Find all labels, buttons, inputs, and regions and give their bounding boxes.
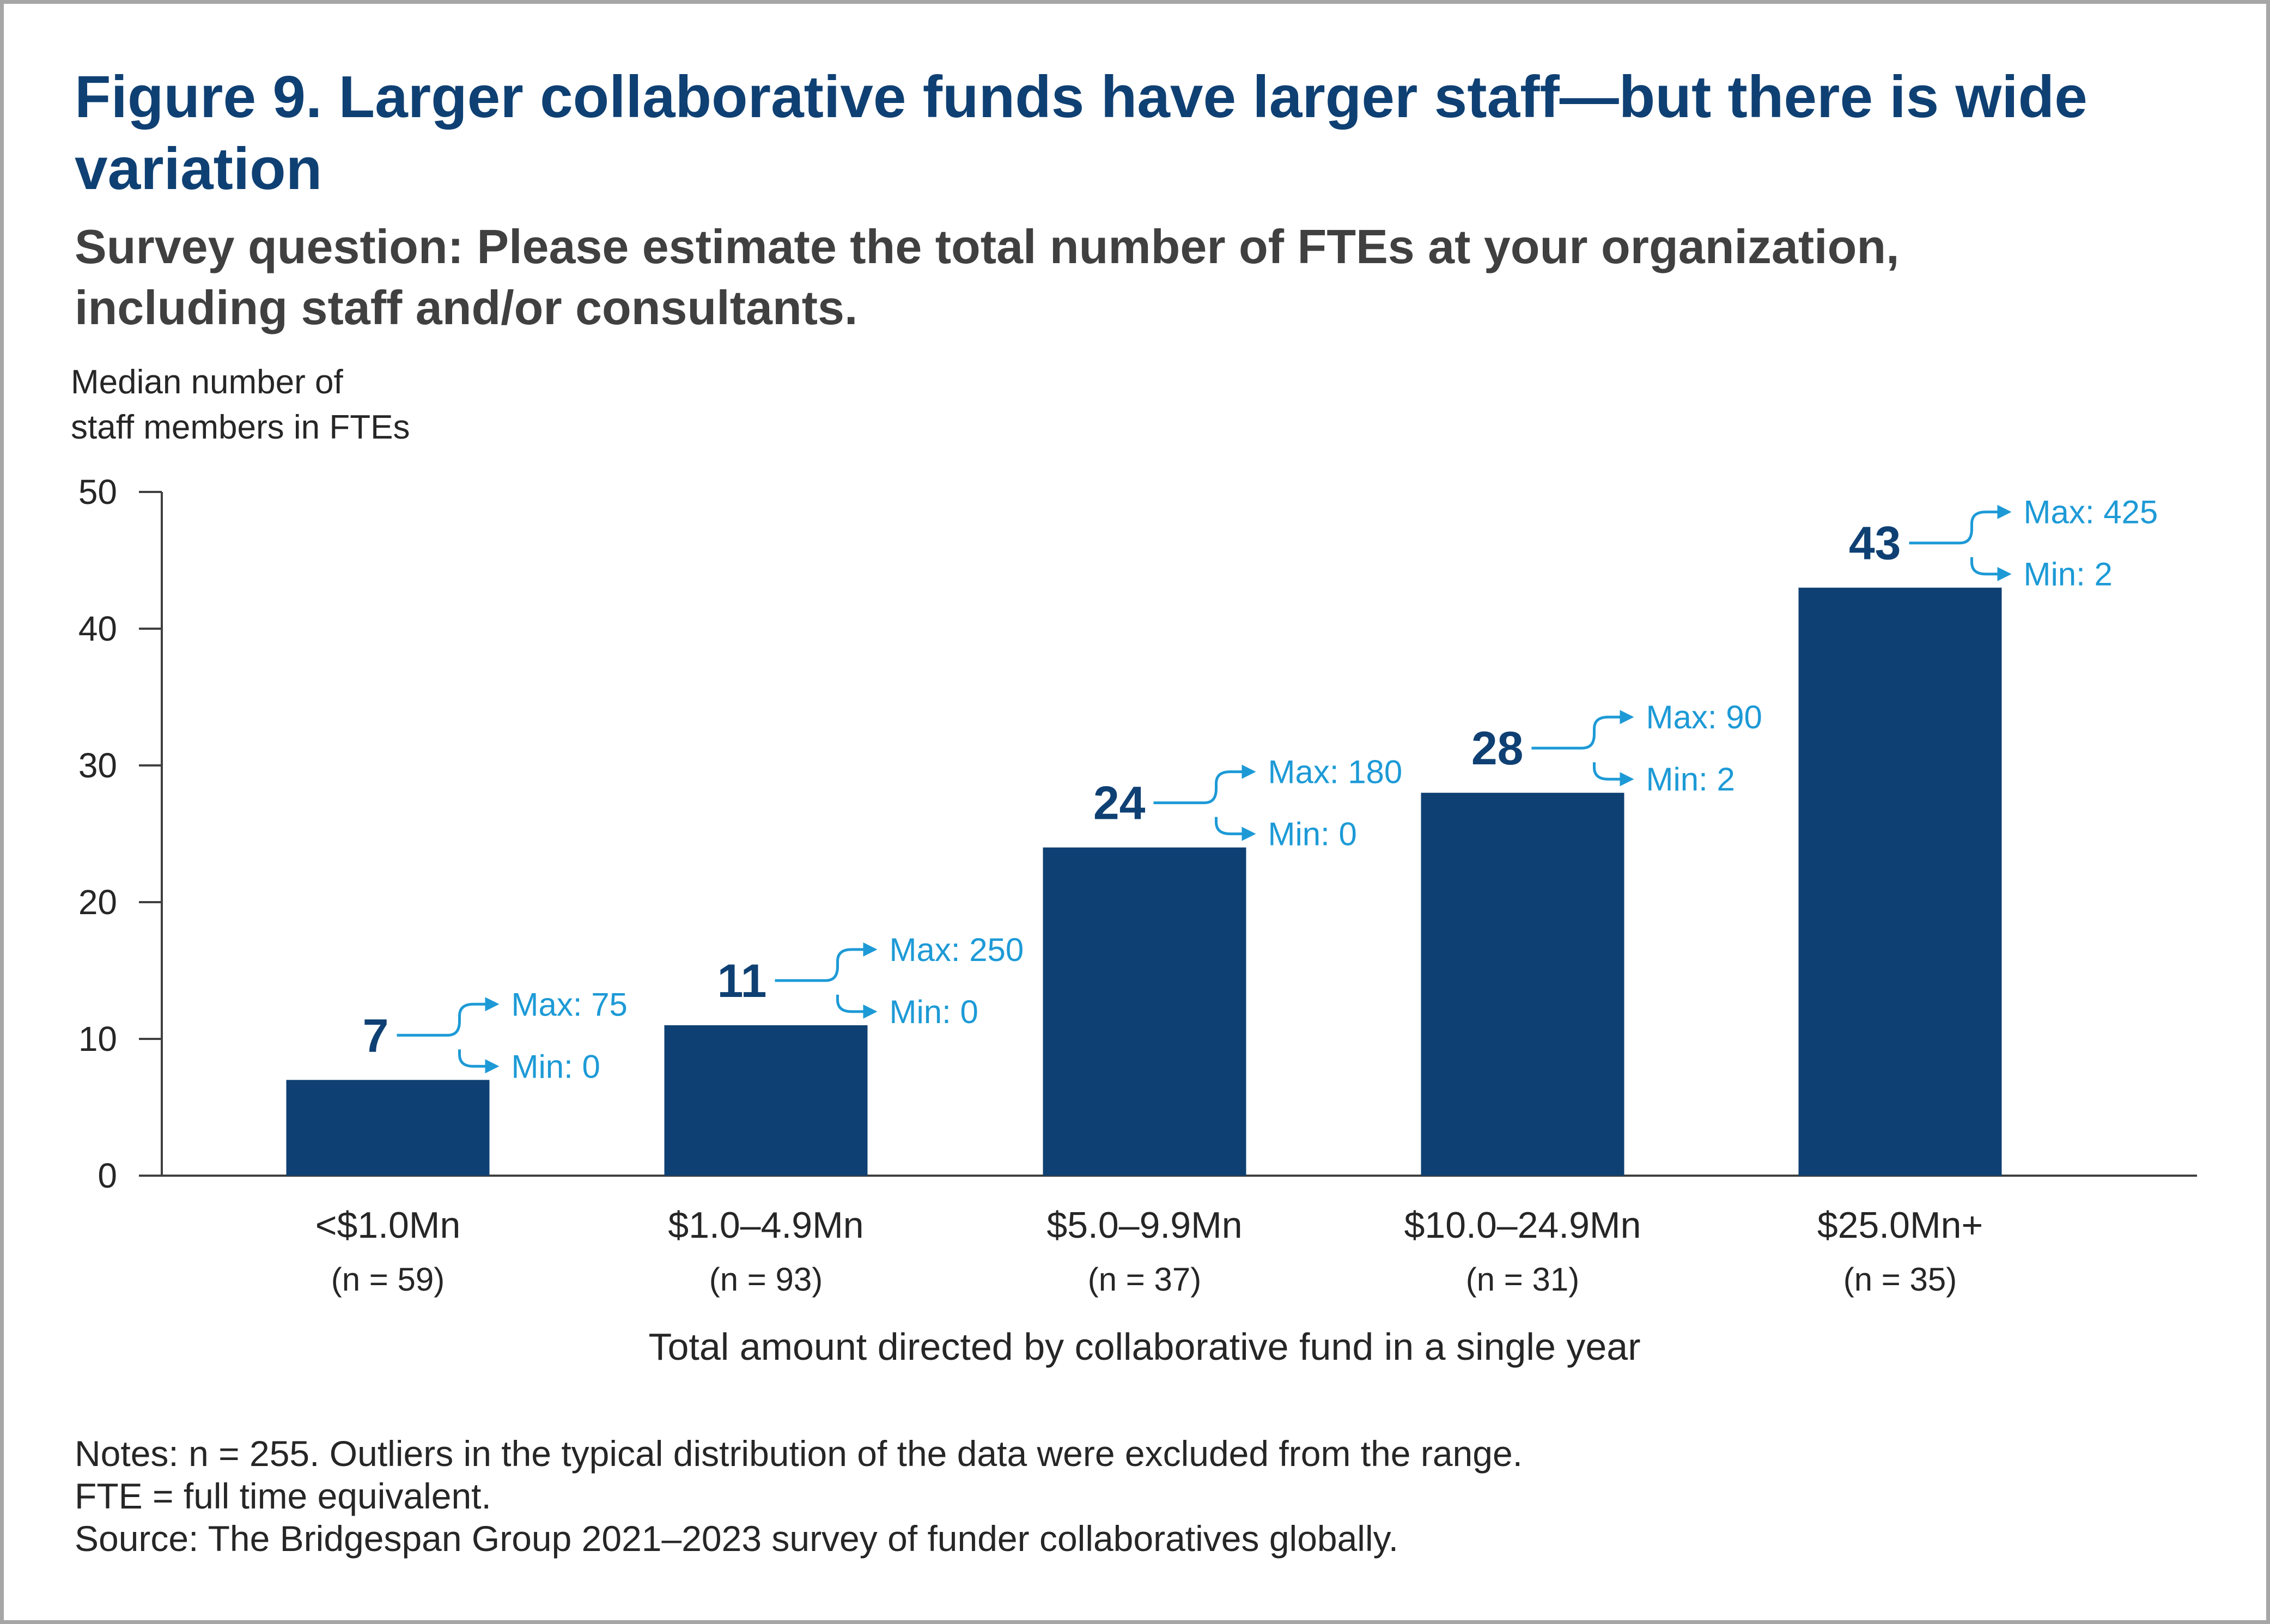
value-label: 11 [717, 955, 767, 1007]
bar [1421, 793, 1624, 1176]
max-arrow-icon [1241, 764, 1256, 779]
max-arrow-icon [1620, 710, 1634, 725]
max-label: Max: 75 [512, 986, 628, 1023]
value-label: 28 [1471, 722, 1524, 775]
range-bracket [1531, 715, 1623, 781]
range-bracket [775, 948, 867, 1013]
bar [1798, 587, 2002, 1176]
min-arrow-icon [1241, 826, 1256, 841]
max-arrow-icon [1997, 504, 2012, 519]
x-tick-sample-size: (n = 35) [1843, 1261, 1957, 1298]
y-tick-label: 40 [78, 609, 117, 648]
figure-title: Figure 9. Larger collaborative funds hav… [75, 64, 2088, 202]
x-tick-label: $25.0Mn+ [1817, 1205, 1983, 1246]
notes-line: Notes: n = 255. Outliers in the typical … [75, 1433, 1523, 1474]
x-tick-label: <$1.0Mn [315, 1205, 461, 1246]
max-label: Max: 180 [1268, 754, 1403, 790]
x-tick-sample-size: (n = 93) [709, 1261, 823, 1298]
max-arrow-icon [863, 942, 878, 957]
range-bracket [397, 1002, 489, 1068]
min-arrow-icon [485, 1059, 500, 1074]
value-label: 43 [1849, 518, 1901, 570]
figure-subtitle: Survey question: Please estimate the tot… [75, 220, 1900, 334]
bar [286, 1080, 490, 1176]
min-label: Min: 0 [512, 1048, 600, 1085]
max-label: Max: 90 [1646, 699, 1762, 735]
value-label: 7 [363, 1009, 389, 1062]
x-tick-sample-size: (n = 59) [331, 1261, 445, 1298]
min-arrow-icon [1620, 772, 1634, 787]
bar [1043, 847, 1246, 1176]
x-axis-label: Total amount directed by collaborative f… [648, 1325, 1640, 1368]
figure-notes: Notes: n = 255. Outliers in the typical … [75, 1432, 2145, 1560]
x-tick-label: $1.0–4.9Mn [668, 1205, 863, 1246]
source-line: Source: The Bridgespan Group 2021–2023 s… [75, 1518, 1399, 1559]
y-tick-label: 30 [78, 746, 117, 785]
range-bracket [1153, 770, 1245, 836]
y-tick-label: 20 [78, 883, 117, 922]
max-label: Max: 250 [890, 932, 1024, 968]
max-arrow-icon [485, 997, 500, 1012]
min-arrow-icon [863, 1004, 878, 1019]
max-label: Max: 425 [2024, 494, 2158, 531]
x-tick-sample-size: (n = 31) [1466, 1261, 1579, 1298]
min-arrow-icon [1997, 567, 2012, 581]
x-tick-label: $5.0–9.9Mn [1046, 1205, 1242, 1246]
bar [664, 1025, 868, 1176]
min-label: Min: 2 [2024, 556, 2113, 593]
min-label: Min: 2 [1646, 761, 1735, 798]
min-label: Min: 0 [890, 994, 978, 1030]
y-axis-label: Median number of [71, 363, 343, 401]
y-axis-label: staff members in FTEs [71, 409, 410, 446]
y-tick-label: 0 [98, 1156, 117, 1195]
range-bracket [1909, 510, 2001, 576]
y-tick-label: 50 [78, 472, 117, 512]
y-tick-label: 10 [78, 1019, 117, 1059]
value-label: 24 [1093, 777, 1146, 830]
min-label: Min: 0 [1268, 816, 1357, 853]
notes-line: FTE = full time equivalent. [75, 1476, 491, 1516]
x-tick-sample-size: (n = 37) [1088, 1261, 1201, 1298]
x-tick-label: $10.0–24.9Mn [1404, 1205, 1641, 1246]
